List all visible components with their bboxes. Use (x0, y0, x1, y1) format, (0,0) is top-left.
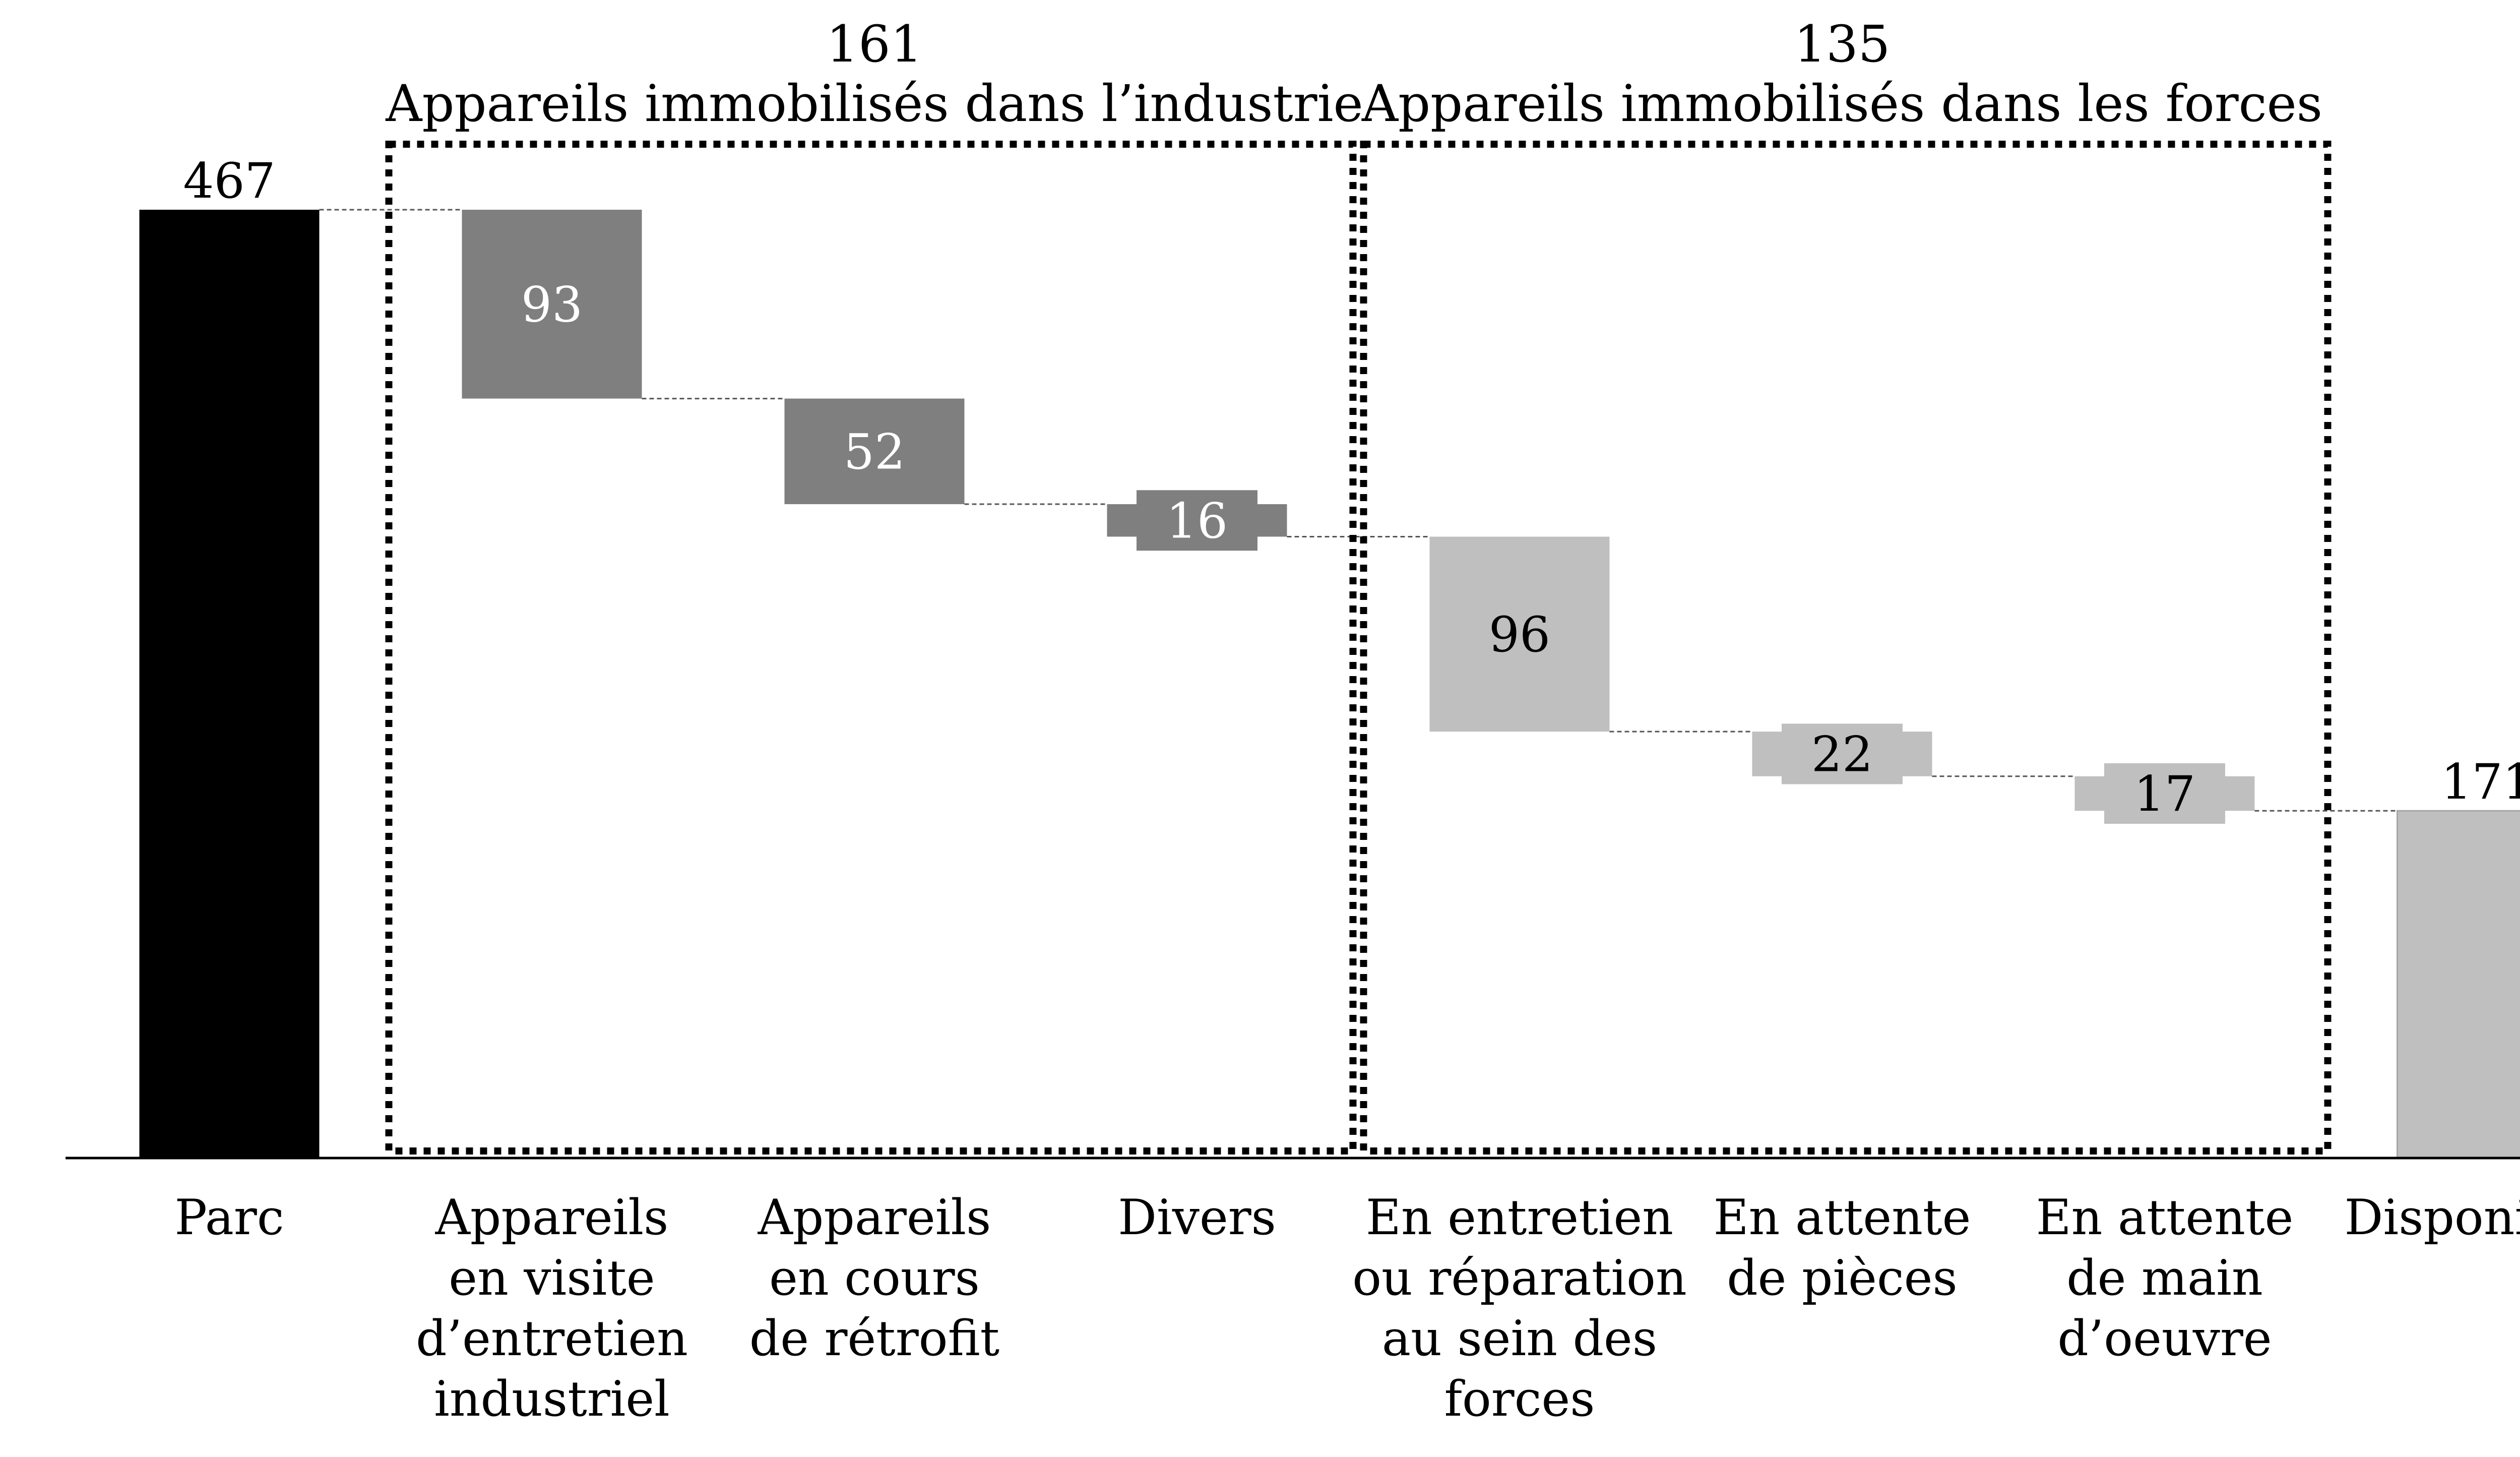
data-label: 16 (1166, 493, 1228, 549)
group-title: Appareils immobilisés dans l’industrie (385, 74, 1363, 133)
category-label: d’entretien (416, 1310, 688, 1367)
category-label: Appareils (758, 1189, 991, 1246)
category-label: d’oeuvre (2057, 1310, 2272, 1367)
category-label: de pièces (1727, 1250, 1958, 1306)
data-label: 17 (2134, 766, 2195, 822)
category-label: Appareils (435, 1189, 669, 1246)
data-label: 52 (844, 423, 905, 480)
category-label: Parc (174, 1189, 284, 1246)
category-label: Divers (1118, 1189, 1276, 1246)
group-total-label: 161 (827, 15, 923, 74)
bar-total (2398, 811, 2520, 1158)
category-label: forces (1444, 1371, 1595, 1427)
category-label: de rétrofit (749, 1310, 999, 1367)
group-title: Appareils immobilisés dans les forces (1361, 74, 2322, 133)
data-label: 96 (1489, 606, 1550, 663)
category-label: au sein des (1382, 1310, 1657, 1367)
category-label: en visite (449, 1250, 655, 1306)
category-label: en cours (769, 1250, 980, 1306)
category-label: de main (2066, 1250, 2263, 1306)
data-label: 93 (521, 276, 583, 333)
data-label: 22 (1811, 726, 1873, 782)
category-label: industriel (434, 1371, 670, 1427)
data-label: 467 (183, 153, 275, 209)
category-label: Disponibles (2345, 1189, 2520, 1246)
category-label: En entretien (1366, 1189, 1673, 1246)
data-label: 171 (2441, 754, 2520, 810)
category-label: En attente (1714, 1189, 1971, 1246)
group-total-label: 135 (1794, 15, 1891, 74)
category-label: ou réparation (1352, 1250, 1687, 1306)
bar-total (140, 210, 320, 1158)
category-label: En attente (2036, 1189, 2294, 1246)
